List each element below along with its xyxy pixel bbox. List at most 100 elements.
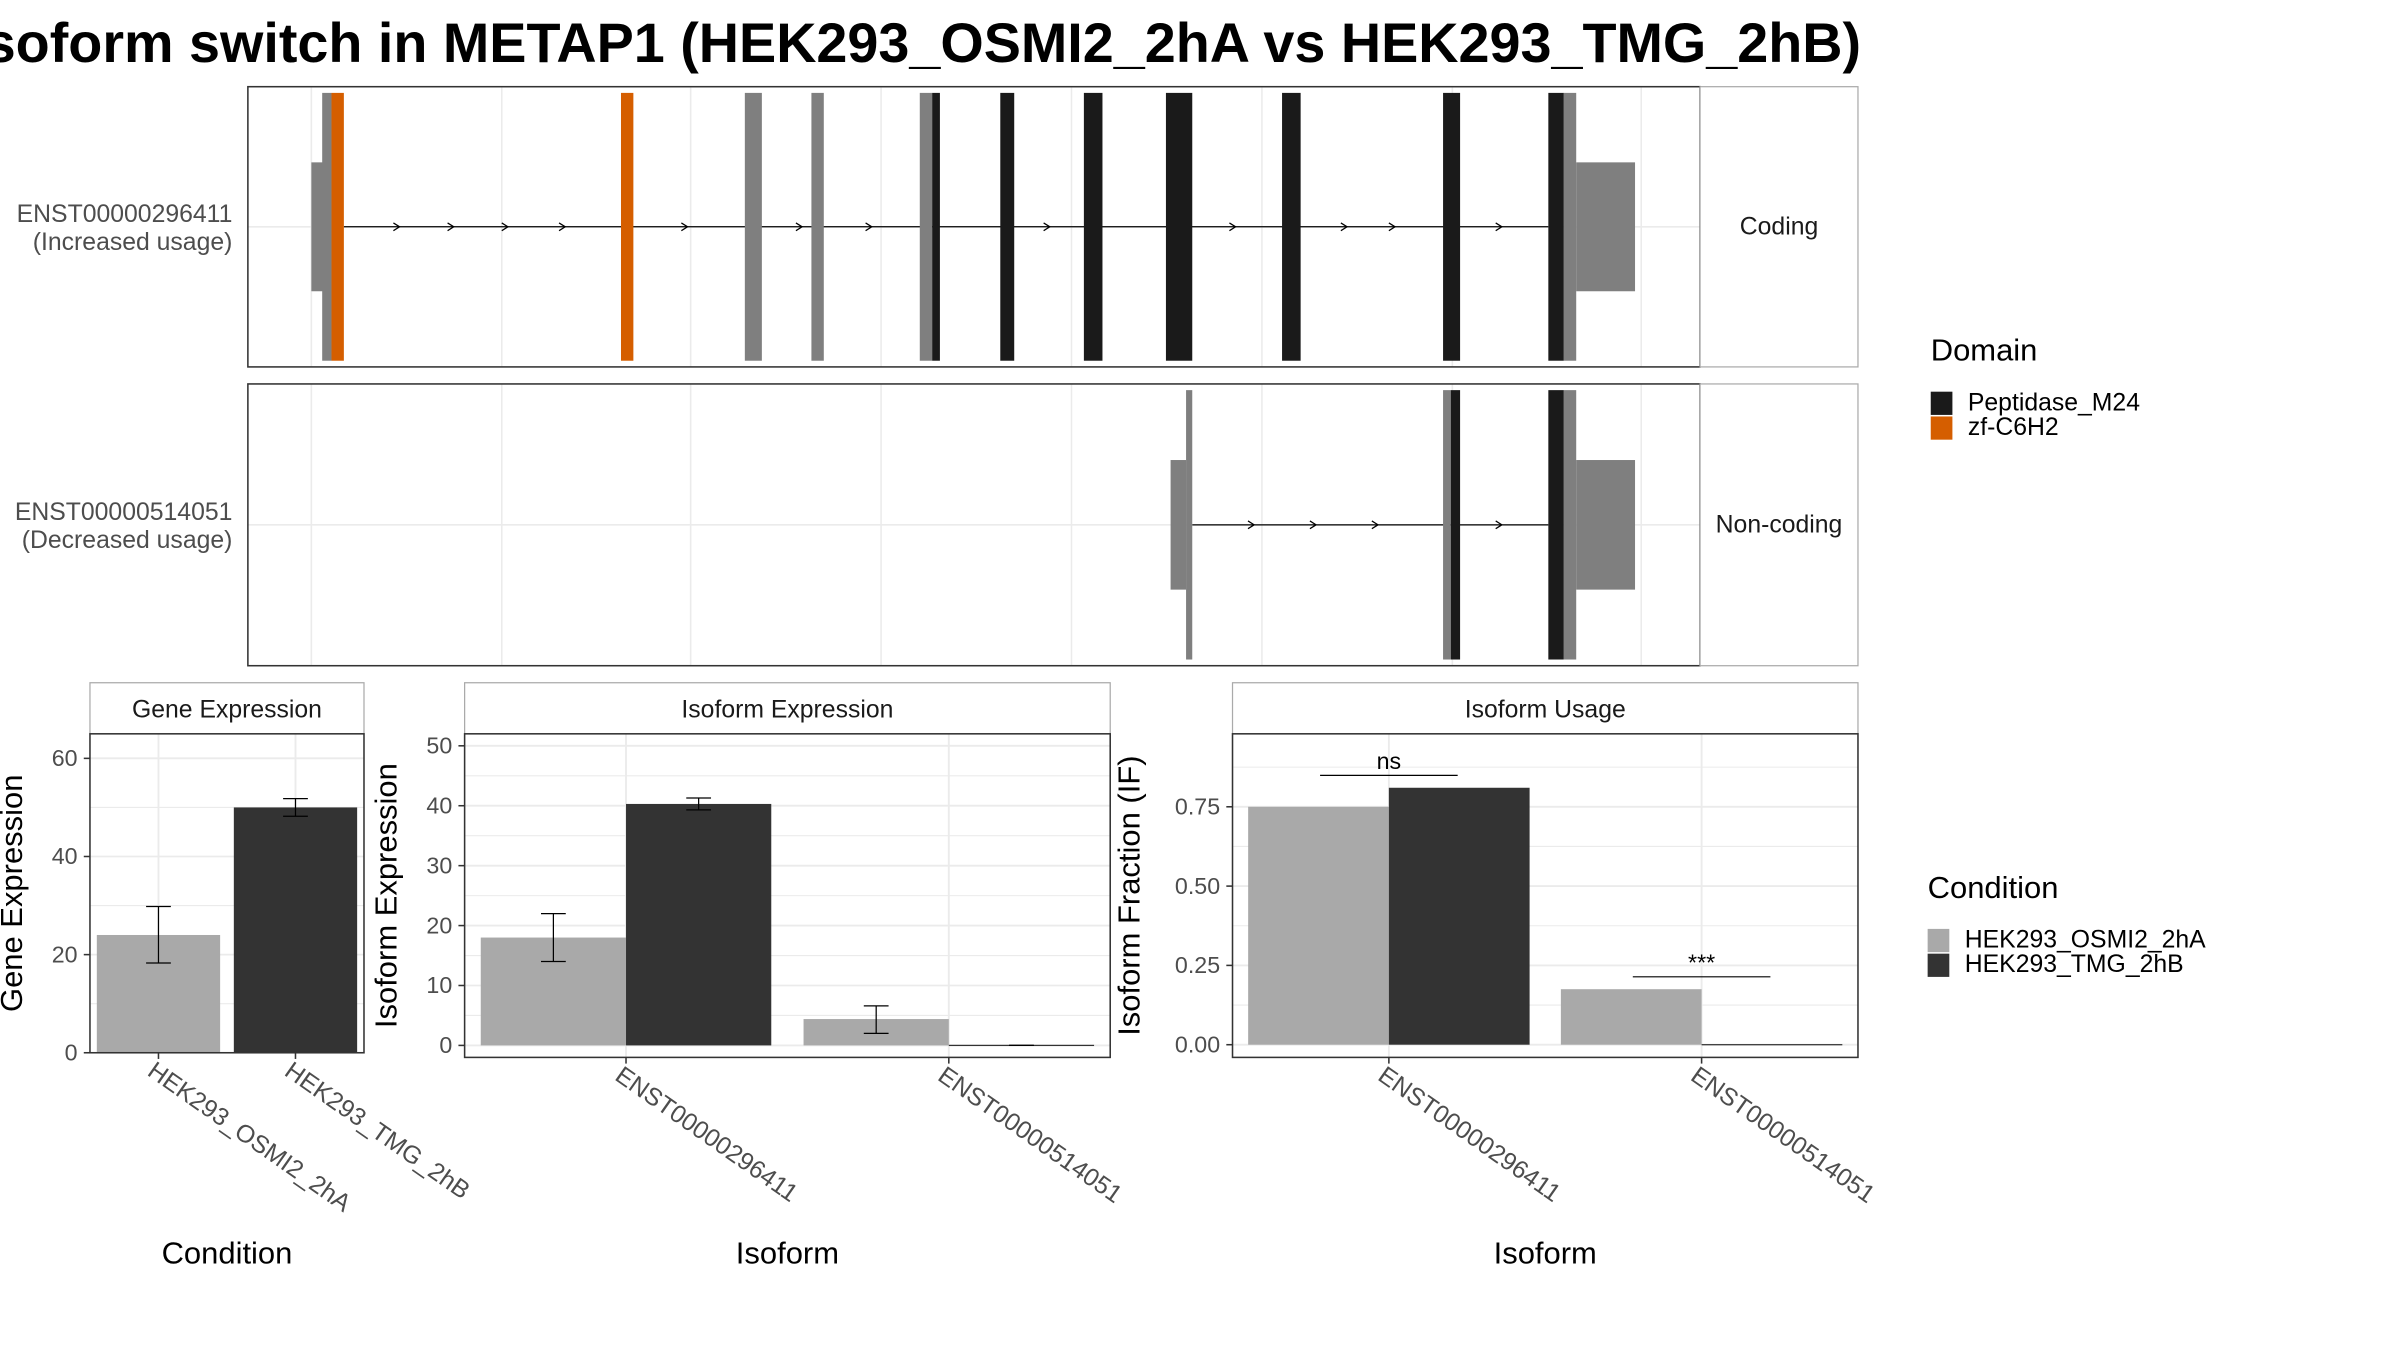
intron-direction-arrow — [1229, 222, 1237, 232]
x-axis-title: Isoform — [1494, 1235, 1597, 1270]
legend-label: HEK293_TMG_2hB — [1965, 951, 2184, 978]
intron-direction-arrow — [1495, 520, 1504, 530]
intron-direction-arrow — [1247, 520, 1256, 530]
x-tick-label: ENST00000296411 — [1373, 1062, 1565, 1208]
y-tick-label: 40 — [426, 792, 452, 818]
exon-cds_nc — [1443, 390, 1451, 660]
transcript-usage-label: (Decreased usage) — [22, 527, 233, 554]
legend-key — [1930, 391, 1953, 415]
intron-direction-arrow — [1371, 520, 1380, 530]
panel-strip — [89, 682, 365, 735]
y-tick-label: 30 — [426, 852, 452, 878]
y-tick-label: 60 — [52, 745, 78, 771]
coding-strip-label: Non-coding — [1716, 512, 1843, 539]
legend-label: zf-C6H2 — [1968, 414, 2059, 441]
x-tick-label: ENST00000296411 — [610, 1062, 802, 1208]
y-axis-title: Gene Expression — [0, 775, 29, 1012]
bar — [233, 807, 358, 1053]
bar — [1701, 1044, 1843, 1046]
intron-direction-arrow — [1043, 222, 1051, 232]
significance-label: *** — [1688, 950, 1715, 976]
panel-strip-label: Isoform Expression — [681, 697, 893, 724]
exon-pep — [1282, 92, 1301, 361]
legend-title: Condition — [1928, 870, 2059, 905]
exon-pep — [1165, 92, 1193, 361]
exon-pep — [1450, 390, 1461, 660]
figure-title: Isoform switch in METAP1 (HEK293_OSMI2_2… — [0, 12, 1861, 74]
y-axis-title: Isoform Expression — [369, 763, 404, 1028]
transcript-row-ENST00000514051: Non-coding ENST00000514051(Decreased usag… — [15, 383, 1859, 667]
y-axis-title: Isoform Fraction (IF) — [1112, 755, 1147, 1035]
x-axis-title: Isoform — [736, 1235, 839, 1270]
exon-zf — [620, 92, 634, 361]
exon-pep — [1000, 92, 1015, 361]
legend-title: Domain — [1931, 333, 2038, 368]
exon-pep — [1548, 390, 1564, 660]
legend-key — [1930, 416, 1953, 440]
y-tick-label: 40 — [52, 843, 78, 869]
exon-cds_nc — [1563, 390, 1577, 660]
bar — [1388, 787, 1530, 1045]
coding-strip-label: Coding — [1740, 214, 1818, 241]
exon-utr — [1576, 162, 1636, 292]
x-axis-title: Condition — [162, 1235, 293, 1270]
legend-label: HEK293_OSMI2_2hA — [1965, 926, 2206, 953]
intron-direction-arrow — [1388, 222, 1397, 232]
transcript-id-label: ENST00000514051 — [15, 499, 233, 526]
exon-utr — [1576, 460, 1636, 590]
intron-direction-arrow — [1340, 222, 1349, 232]
intron-direction-arrow — [558, 222, 567, 232]
y-tick-label: 0.25 — [1175, 952, 1220, 978]
transcript-usage-label: (Increased usage) — [33, 229, 233, 256]
exon-cds_nc — [1563, 92, 1577, 361]
intron-direction-arrow — [501, 222, 510, 232]
intron-direction-arrow — [681, 222, 689, 232]
significance-label: ns — [1377, 748, 1402, 774]
panel-strip-label: Gene Expression — [132, 697, 322, 724]
isoform-usage-panel: Isoform Usage 0.00 0.25 0.50 0.75 ns *** ENST00… — [1112, 682, 1880, 1270]
panel-border — [89, 733, 365, 1054]
y-tick-label: 0.00 — [1175, 1031, 1220, 1057]
y-tick-label: 0.50 — [1175, 873, 1220, 899]
transcript-row-ENST00000296411: Coding ENST00000296411(Increased usage) — [17, 85, 1859, 368]
panel-strip — [464, 682, 1111, 735]
bar — [626, 803, 772, 1046]
exon-cds_nc — [1186, 390, 1193, 660]
exon-pep — [1548, 92, 1564, 361]
legend-key — [1927, 953, 1950, 977]
panel-strip-label: Isoform Usage — [1465, 697, 1626, 724]
intron-direction-arrow — [393, 222, 401, 232]
intron-direction-arrow — [1309, 520, 1318, 530]
y-tick-label: 20 — [52, 941, 78, 967]
panel-border — [1231, 733, 1859, 1059]
legend-label: Peptidase_M24 — [1968, 389, 2140, 416]
intron-direction-arrow — [1495, 222, 1504, 232]
bar — [1560, 989, 1702, 1045]
y-tick-label: 50 — [426, 733, 452, 759]
exon-cds_nc — [919, 92, 933, 361]
transcript-id-label: ENST00000296411 — [17, 201, 233, 228]
intron-direction-arrow — [795, 222, 804, 232]
panel-border — [463, 733, 1111, 1059]
exon-cds_nc — [322, 92, 332, 361]
exon-pep — [1443, 92, 1461, 361]
coding-strip — [1699, 383, 1859, 667]
x-tick-label: ENST00000514051 — [1686, 1062, 1880, 1209]
y-tick-label: 0 — [65, 1039, 78, 1065]
exon-utr — [1170, 460, 1187, 590]
x-tick-label: ENST00000514051 — [933, 1062, 1127, 1209]
isoform-expression-panel: Isoform Expression 0 10 20 30 40 50 ENST0000029… — [369, 682, 1127, 1270]
exon-cds_nc — [744, 92, 762, 361]
exon-pep — [932, 92, 940, 361]
intron-direction-arrow — [447, 222, 455, 232]
intron-direction-arrow — [865, 222, 873, 232]
exon-cds_nc — [811, 92, 824, 361]
y-tick-label: 0 — [439, 1032, 452, 1058]
exon-zf — [331, 92, 344, 361]
bar — [1248, 806, 1389, 1045]
exon-pep — [1083, 92, 1103, 361]
